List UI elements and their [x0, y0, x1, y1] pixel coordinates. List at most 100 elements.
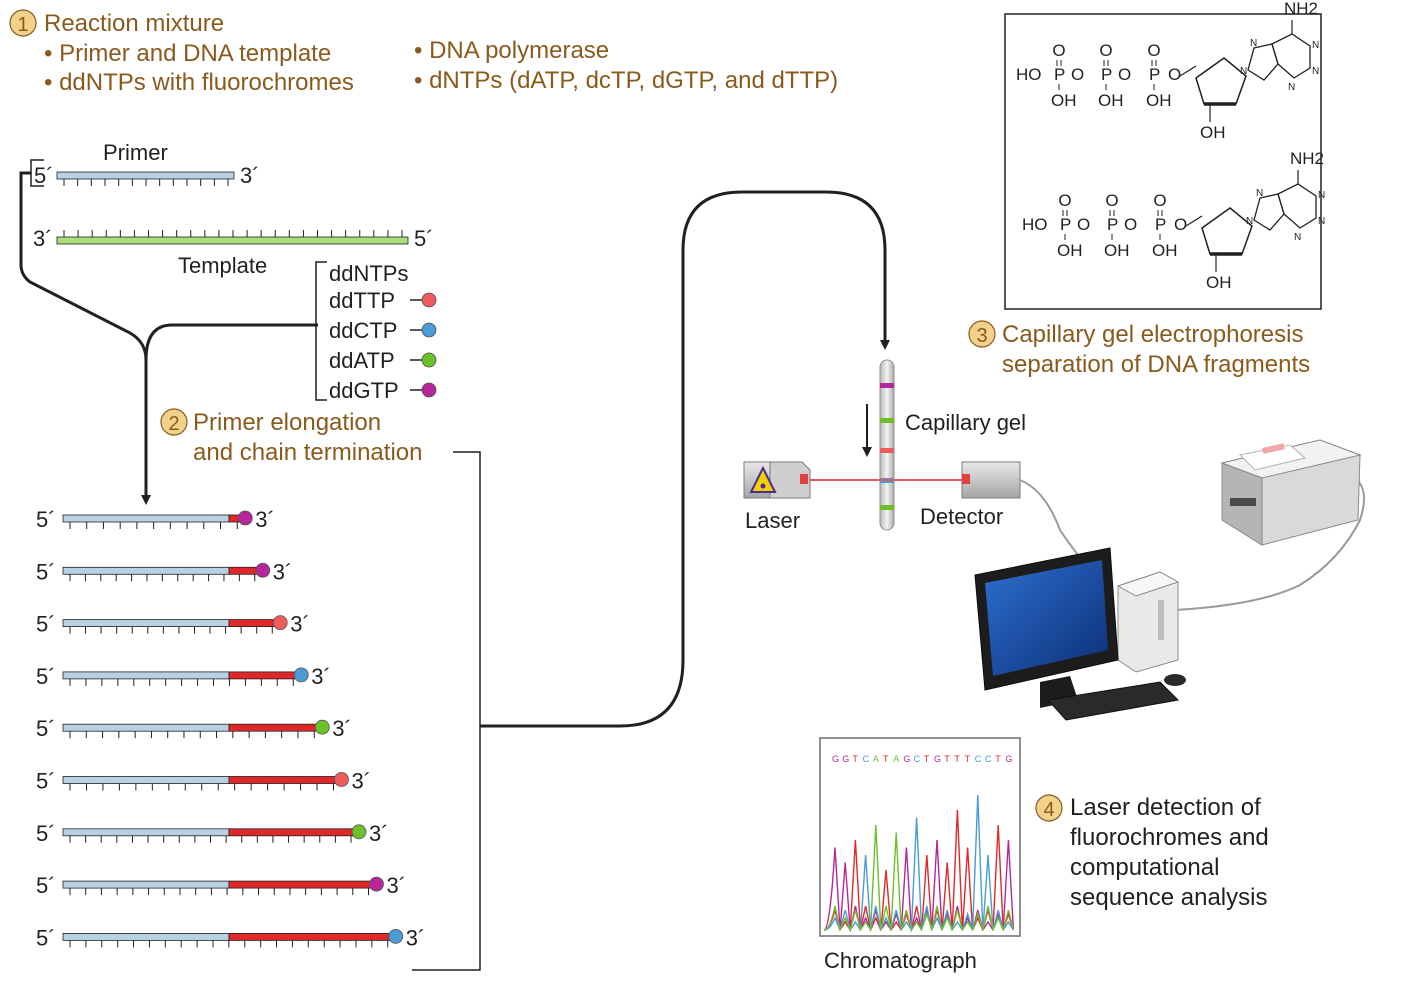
phosphate-atom: O [1124, 215, 1137, 234]
gel-band [880, 418, 894, 423]
step4-line3: computational [1070, 854, 1219, 881]
template-ticks [63, 230, 403, 237]
step2-title-line2: and chain termination [193, 439, 422, 466]
fragment-terminator [334, 772, 349, 787]
sequence-base: T [944, 754, 950, 764]
fragment-terminator [272, 615, 288, 630]
fragment-3: 5´ 3´ [36, 612, 310, 637]
phosphate-atom: HO [1016, 65, 1042, 84]
hydroxyl-group: OH [1146, 91, 1172, 110]
ring-nitrogen: N [1246, 216, 1253, 227]
fragment-terminator [314, 719, 330, 735]
sequence-base: C [914, 754, 921, 764]
phosphate-atom: O [1077, 215, 1090, 234]
fragment-ladder: 5´ 3´ 5´ 3´ 5´ 3´ 5´ 3´ 5´ 3´ 5´ 3´ 5´ 3´ 5´ 3´ 5´ 3´ [36, 507, 425, 950]
fragment-5prime: 5´ [36, 507, 56, 532]
ribose-ring [1201, 207, 1253, 255]
ring-nitrogen: N [1294, 232, 1301, 243]
molecule-frame [1004, 13, 1322, 310]
fragment-terminator [255, 562, 271, 578]
fragment-3prime: 3´ [311, 664, 331, 689]
phosphate-atom: P [1060, 215, 1071, 234]
ribose-ring [1195, 57, 1247, 105]
sequence-base: G [934, 754, 941, 764]
fragment-5prime: 5´ [36, 716, 56, 741]
laser-label: Laser [745, 508, 800, 533]
fluorochrome-dot [421, 292, 437, 308]
computer-workstation [974, 439, 1365, 721]
transfer-tube [480, 190, 890, 728]
sugar-hydroxyl: OH [1200, 123, 1226, 142]
fragment-extension [228, 933, 393, 941]
fragment-5: 5´ 3´ [36, 716, 352, 741]
step1-number: 1 [17, 14, 28, 36]
fluorochrome-dot [421, 322, 437, 338]
oxo-atom: O [1052, 41, 1065, 60]
fragment-5prime: 5´ [36, 873, 56, 898]
ddntp-connector-line [144, 323, 318, 361]
fragment-primer [62, 514, 230, 523]
ring-nitrogen: N [1240, 66, 1247, 77]
template-5prime: 5´ [414, 226, 434, 251]
pc-tower-icon [1116, 571, 1180, 673]
step3-number: 3 [976, 325, 987, 347]
sequence-base: A [893, 754, 899, 764]
ring-nitrogen: N [1288, 82, 1295, 93]
fragment-terminator [369, 876, 384, 892]
step4-number: 4 [1043, 799, 1054, 821]
step2-number: 2 [168, 413, 179, 435]
amine-group: NH2 [1284, 0, 1318, 18]
phosphate-atom: P [1107, 215, 1118, 234]
template-3prime: 3´ [33, 226, 53, 251]
ring-nitrogen: N [1250, 38, 1257, 49]
sequence-base: T [852, 754, 858, 764]
sequence-base: T [995, 754, 1001, 764]
fragment-5prime: 5´ [36, 559, 56, 584]
oxo-atom: O [1058, 191, 1071, 210]
primer-ticks [63, 179, 229, 186]
fragment-7: 5´ 3´ [36, 821, 389, 846]
fragment-terminator [351, 824, 367, 840]
phosphate-atom: P [1155, 215, 1166, 234]
primer-3prime: 3´ [240, 163, 260, 188]
detector-device [961, 461, 1021, 499]
primer-label: Primer [103, 140, 168, 165]
fragment-5prime: 5´ [36, 821, 56, 846]
capillary-apparatus: Capillary gel Laser Detector [743, 359, 1101, 581]
fragment-3prime: 3´ [406, 925, 426, 950]
oxo-atom: O [1099, 41, 1112, 60]
template-label: Template [178, 253, 267, 278]
step3-title-line1: Capillary gel electrophoresis [1002, 321, 1303, 348]
fragment-2: 5´ 3´ [36, 559, 292, 584]
fragment-3prime: 3´ [352, 769, 372, 794]
step1-item-ddntps: • ddNTPs with fluorochromes [44, 69, 354, 96]
capillary-tube [879, 359, 895, 531]
primer-template-block: Primer 5´ 3´ 3´ 5´ Template [30, 140, 434, 278]
hydroxyl-group: OH [1098, 91, 1124, 110]
phosphate-atom: P [1149, 65, 1160, 84]
fragment-3prime: 3´ [332, 716, 352, 741]
phosphate-atom: O [1118, 65, 1131, 84]
monitor-icon [974, 547, 1119, 708]
ddntp-bracket [315, 261, 327, 401]
step4-line2: fluorochromes and [1070, 824, 1269, 851]
phosphate-atom: P [1054, 65, 1065, 84]
laser-warning-icon [749, 465, 777, 493]
sequence-base: G [903, 754, 910, 764]
fragments-bracket [412, 451, 481, 971]
phosphate-atom: O [1071, 65, 1084, 84]
chromatograph-label: Chromatograph [824, 948, 977, 973]
step1-item-primer-template: • Primer and DNA template [44, 40, 331, 67]
fragment-9: 5´ 3´ [36, 925, 425, 950]
step3-badge [968, 320, 996, 348]
oxo-atom: O [1105, 191, 1118, 210]
primer-strand [56, 171, 235, 180]
fragment-3prime: 3´ [369, 821, 389, 846]
fragment-extension [228, 566, 260, 575]
sequence-base: T [965, 754, 971, 764]
fragment-primer [62, 671, 230, 680]
